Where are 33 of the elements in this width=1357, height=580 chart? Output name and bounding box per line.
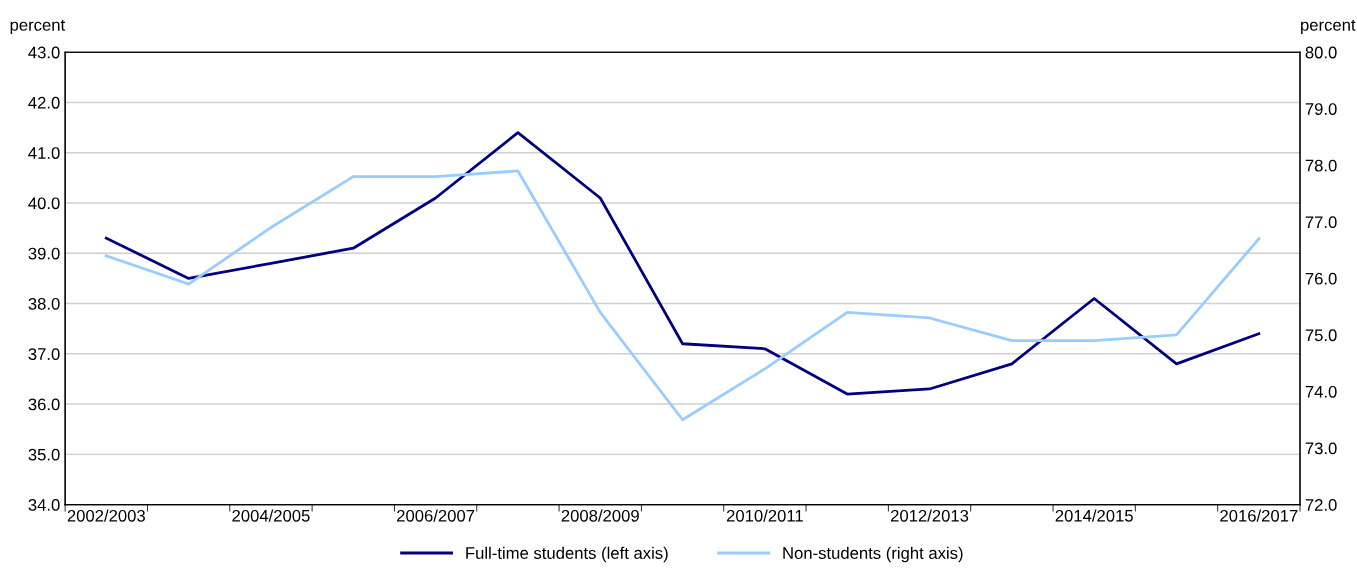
x-tick-label: 2012/2013: [891, 509, 969, 522]
y2-tick-label: 75.0: [1305, 329, 1337, 342]
x-tick-label: 2004/2005: [232, 509, 310, 522]
legend-label: Non-students (right axis): [783, 546, 963, 563]
y-tick-label: 42.0: [28, 96, 60, 109]
y-tick-label: 41.0: [28, 147, 60, 159]
y-tick-label: 38.0: [28, 297, 60, 310]
line-series: [104, 131, 1261, 396]
y2-tick-label: 73.0: [1305, 442, 1337, 455]
y2-tick-label: 78.0: [1305, 159, 1337, 172]
y2-axis-title: percent: [1301, 19, 1356, 35]
y2-tick-label: 79.0: [1305, 103, 1337, 115]
y2-tick-label: 80.0: [1305, 46, 1337, 59]
y-tick-label: 34.0: [28, 499, 60, 511]
y-tick-label: 40.0: [28, 197, 60, 210]
x-tick-label: 2010/2011: [726, 509, 803, 522]
y2-tick-label: 77.0: [1305, 216, 1337, 229]
x-tick-label: 2014/2015: [1055, 509, 1133, 522]
x-tick-label: 2008/2009: [561, 509, 639, 522]
x-tick-label: 2006/2007: [397, 509, 475, 522]
y-axis-title: percent: [10, 19, 66, 35]
line-series: [104, 169, 1261, 422]
x-tick-label: 2016/2017: [1220, 509, 1298, 522]
y-tick-label: 43.0: [28, 46, 60, 59]
y2-tick-label: 72.0: [1305, 499, 1337, 511]
y2-tick-label: 74.0: [1305, 385, 1337, 398]
y-tick-label: 37.0: [28, 348, 60, 360]
y2-tick-label: 76.0: [1305, 272, 1337, 285]
y-tick-label: 35.0: [28, 448, 60, 461]
y-tick-label: 39.0: [28, 247, 60, 260]
x-tick-label: 2002/2003: [67, 509, 145, 522]
y-tick-label: 36.0: [28, 398, 60, 411]
legend-label: Full-time students (left axis): [466, 546, 668, 563]
